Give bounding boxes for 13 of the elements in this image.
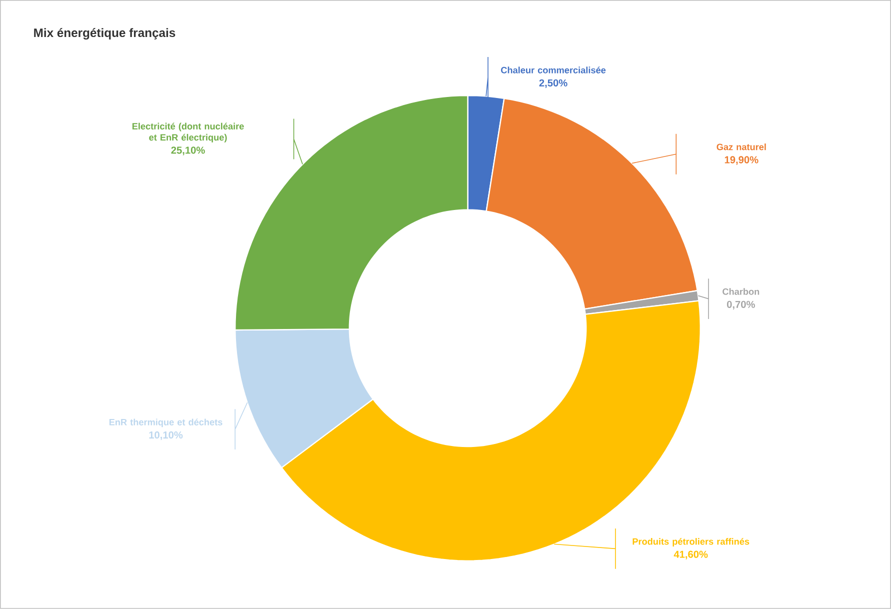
- data-label: 19,90%: [724, 156, 758, 165]
- data-label: 0,70%: [726, 300, 755, 310]
- slice-label: EnR thermique et déchets: [109, 418, 222, 428]
- data-label: 10,10%: [149, 431, 183, 440]
- data-label: 2,50%: [539, 79, 568, 88]
- chart-title: Mix énergétique français: [34, 28, 176, 40]
- slice-label: Chaleur commercialisée: [501, 66, 606, 74]
- legend-label: Charbon: [722, 288, 760, 295]
- slice-label: Electricité (dont nucléaire et EnR électrique): [132, 122, 244, 143]
- slice-label: Gaz naturel: [716, 144, 766, 150]
- slice-label: Produits pétroliers raffinés: [632, 538, 750, 547]
- data-label: 25,10%: [171, 146, 205, 156]
- data-label: 41,60%: [674, 550, 708, 560]
